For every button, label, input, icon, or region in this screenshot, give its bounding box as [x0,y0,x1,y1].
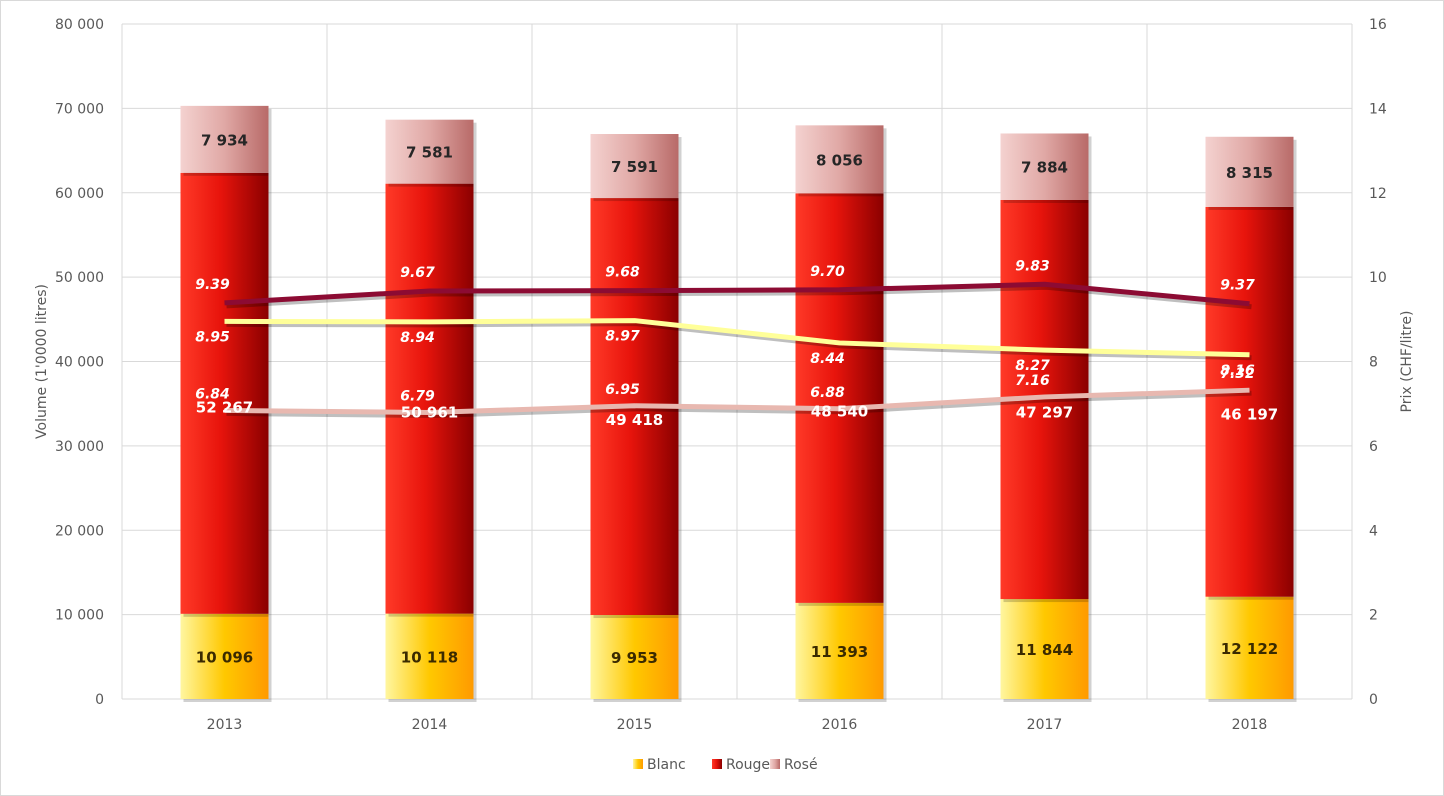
price-line-1-label: 9.83 [1015,258,1050,274]
price-line-1 [224,281,1250,307]
bar-blanc-label: 10 096 [196,648,253,666]
price-line-3-label: 7.32 [1220,366,1255,382]
price-line-3-shadow [226,390,1252,419]
price-line-2 [224,318,1250,358]
bar-rose-label: 7 934 [201,131,248,149]
price-line-2-label: 8.94 [400,330,435,346]
bar-rouge [385,183,474,614]
price-line-2-shadow [226,321,1252,361]
y-right-tick-label: 16 [1369,17,1387,33]
bar-rouge-label: 52 267 [196,399,253,417]
bar-rouge [180,172,269,614]
y-tick-label: 50 000 [55,270,104,286]
legend-swatch [633,759,643,769]
y-right-tick-label: 8 [1369,355,1378,371]
y-right-tick-label: 14 [1369,101,1387,117]
bar-rouge [795,193,884,603]
bar-blanc-label: 11 393 [811,643,868,661]
legend-label: Blanc [647,757,686,773]
price-line-2-label: 8.27 [1015,358,1050,374]
price-line-2-label: 8.44 [810,351,845,367]
price-line-2-label: 8.95 [195,329,230,345]
y-right-tick-label: 10 [1369,270,1387,286]
axes: 0 10 000 20 000 30 000 40 000 50 000 60 000 70 … [34,17,1415,733]
y-axis-title: Volume (1'0000 litres) [34,284,50,439]
bar-rouge-label: 47 297 [1016,404,1073,422]
y-tick-label: 20 000 [55,523,104,539]
bar-blanc-label: 9 953 [611,649,658,667]
price-line-3 [224,387,1250,416]
y-tick-label: 30 000 [55,439,104,455]
x-tick-label: 2014 [412,717,448,733]
y-right-tick-label: 4 [1369,523,1378,539]
bar-rose [1000,133,1089,200]
bar-blanc-label: 11 844 [1016,641,1073,659]
legend: Blanc Rouge Rosé [633,757,818,773]
price-lines [224,281,1252,419]
bar-blanc-label: 10 118 [401,648,458,666]
bar-rose [1205,136,1294,207]
price-line-2-label: 8.16 [1220,363,1255,379]
price-line-3-label: 6.95 [605,382,640,398]
bars [180,105,1297,702]
y-right-tick-label: 6 [1369,439,1378,455]
price-line-2-label: 8.97 [605,329,640,345]
x-tick-label: 2017 [1027,717,1063,733]
y-right-tick-label: 2 [1369,608,1378,624]
y-tick-label: 60 000 [55,186,104,202]
bar-rouge-label: 46 197 [1221,406,1278,424]
bar-rouge-label: 50 961 [401,404,458,422]
bar-rose [385,119,474,184]
bar-rose-label: 7 581 [406,144,453,162]
bar-rose [180,105,269,173]
bar-rouge [1205,206,1294,597]
bar-blanc [180,613,269,699]
bar-blanc [385,613,474,699]
bar-blanc [795,602,884,699]
legend-swatch [712,759,722,769]
bar-blanc-label: 12 122 [1221,640,1278,658]
data-labels: 10 096 52 267 7 934 10 118 50 961 7 581 9 953 4… [195,131,1278,667]
x-tick-label: 2018 [1232,717,1268,733]
bar-rose-label: 8 315 [1226,164,1273,182]
price-line-1-label: 9.37 [1220,278,1255,294]
bar-blanc [590,615,679,699]
bar-blanc [1000,599,1089,699]
y-tick-label: 10 000 [55,608,104,624]
x-tick-label: 2016 [822,717,858,733]
price-line-1-label: 9.70 [810,264,845,280]
price-line-3-label: 6.79 [400,389,435,405]
price-line-1-label: 9.39 [195,277,230,293]
bar-rouge-label: 48 540 [811,402,868,420]
price-line-3-label: 7.16 [1015,373,1050,389]
y-tick-label: 40 000 [55,355,104,371]
bar-blanc [1205,596,1294,699]
bar-rose-label: 7 884 [1021,159,1068,177]
legend-swatch [770,759,780,769]
bar-rose [590,134,679,199]
x-tick-label: 2015 [617,717,653,733]
y-tick-label: 70 000 [55,101,104,117]
y-tick-label: 0 [95,692,104,708]
price-line-3-label: 6.84 [195,386,230,402]
legend-label: Rosé [784,757,818,773]
price-line-3-label: 6.88 [810,385,845,401]
gridlines [121,23,1353,700]
y-right-tick-label: 0 [1369,692,1378,708]
y-right-axis-title: Prix (CHF/litre) [1399,311,1415,413]
bar-rose [795,125,884,194]
bar-rose-label: 8 056 [816,151,863,169]
bar-rose-label: 7 591 [611,158,658,176]
y-tick-label: 80 000 [55,17,104,33]
bar-rouge-label: 49 418 [606,411,663,429]
price-line-1-label: 9.68 [605,265,640,281]
price-line-1-label: 9.67 [400,265,435,281]
legend-label: Rouge [726,757,770,773]
y-right-tick-label: 12 [1369,186,1387,202]
price-line-1-shadow [226,284,1252,310]
x-tick-label: 2013 [207,717,243,733]
